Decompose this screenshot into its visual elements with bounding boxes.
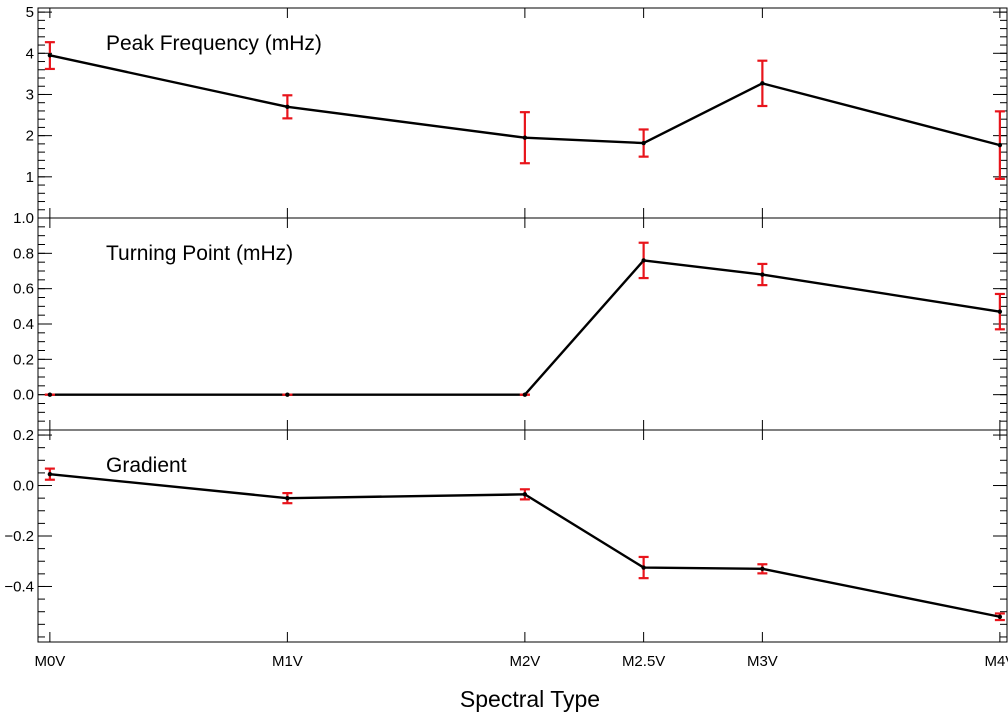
x-tick-label: M2.5V [622,653,665,670]
series-line-turning-point [49,259,1001,396]
data-point [760,272,765,277]
data-point [47,53,53,58]
data-point [47,392,53,397]
data-point [997,309,1003,314]
y-tick-label: 0.2 [13,427,34,444]
panel-label: Gradient [106,454,187,477]
y-tick-label: 0.4 [13,316,34,333]
data-point [285,495,290,501]
y-tick-label: 3 [26,86,34,103]
x-axis-label: Spectral Type [460,686,600,712]
y-tick-label: 0.8 [13,245,34,262]
y-tick-label: 4 [26,45,34,62]
data-point [997,614,1003,619]
data-point [47,471,53,477]
x-tick-label: M4V [984,653,1008,670]
y-tick-label: 0.6 [13,281,34,298]
data-point [641,258,646,263]
x-tick-label: M0V [34,653,65,670]
data-point [760,566,765,572]
data-point [760,81,765,86]
data-point [522,492,528,497]
data-point [285,104,290,110]
panel-label: Peak Frequency (mHz) [106,32,322,55]
data-point [641,565,646,570]
x-tick-label: M2V [509,653,540,670]
data-point [997,142,1003,148]
data-point [641,140,646,146]
x-axis: M0V M1V M2V M2.5V M3V M4V [34,653,1008,670]
y-tick-label: 0.0 [13,387,34,404]
y-tick-label: 1 [26,169,34,186]
data-point [522,392,528,397]
data-point [285,392,290,397]
panel-turning-point: 0.0 0.2 0.4 0.6 0.8 1.0 Turning Point (mHz) [13,210,1008,431]
y-tick-label: 5 [26,4,34,21]
y-tick-label: 0.2 [13,351,34,368]
chart-panels: 1 2 3 4 5 Peak Frequency (mHz) 0.0 0.2 0.4 0.6 0.8… [4,4,1008,643]
series-line-gradient [49,472,1001,618]
x-tick-label: M3V [747,653,778,670]
y-tick-label: 1.0 [13,210,34,227]
panel-gradient: −0.4 −0.2 0.0 0.2 Gradient [4,427,1008,643]
data-point [522,135,528,140]
y-tick-label: 0.0 [13,478,34,495]
y-tick-label: −0.2 [4,528,34,545]
x-tick-label: M1V [272,653,303,670]
series-line-peak-frequency [49,54,1001,147]
y-tick-label: −0.4 [4,578,34,595]
y-tick-label: 2 [26,128,34,145]
panel-peak-frequency: 1 2 3 4 5 Peak Frequency (mHz) [26,4,1008,219]
panel-label: Turning Point (mHz) [106,242,293,265]
